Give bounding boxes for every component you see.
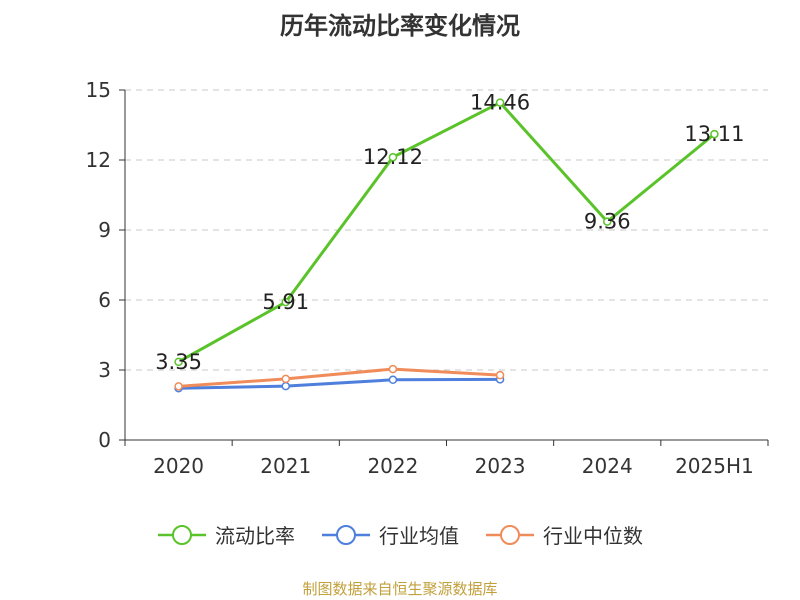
legend-circle xyxy=(500,524,520,545)
data-point xyxy=(281,374,290,384)
legend-circle xyxy=(172,524,192,545)
chart-title: 历年流动比率变化情况 xyxy=(280,12,520,40)
data-label: 3.35 xyxy=(155,350,202,374)
data-point xyxy=(388,364,398,374)
data-point xyxy=(603,217,612,226)
y-tick-label: 15 xyxy=(86,78,111,102)
y-tick-label: 0 xyxy=(98,428,111,452)
data-label: 14.46 xyxy=(470,91,530,115)
data-label: 5.91 xyxy=(262,290,309,314)
legend-item[interactable]: 流动比率 xyxy=(157,520,295,549)
legend-label: 行业均值 xyxy=(379,524,459,548)
data-label: 9.36 xyxy=(584,210,631,234)
data-point xyxy=(281,297,290,307)
data-point xyxy=(174,357,183,367)
legend-label: 流动比率 xyxy=(215,524,295,548)
y-tick-label: 6 xyxy=(98,288,111,312)
y-tick-label: 9 xyxy=(98,218,111,242)
x-tick-label: 2021 xyxy=(260,454,311,478)
data-label: 13.11 xyxy=(684,122,744,146)
data-point xyxy=(495,370,505,380)
axes: 0 3 6 9 12 15 2020 2021 2022 2023 2024 2025H1 xyxy=(86,78,769,478)
data-point xyxy=(495,98,505,107)
source-note: 制图数据来自恒生聚源数据库 xyxy=(302,580,498,598)
legend-marker-icon xyxy=(158,524,206,545)
legend-item[interactable]: 行业中位数 xyxy=(485,520,643,549)
y-tick-label: 12 xyxy=(86,148,111,172)
data-point xyxy=(281,381,290,391)
data-point xyxy=(388,375,398,385)
data-labels: 3.35 5.91 12.12 14.46 9.36 13.11 xyxy=(155,91,744,374)
x-tick-label: 2023 xyxy=(475,454,526,478)
legend-marker-icon xyxy=(486,524,534,545)
series-line xyxy=(178,367,501,388)
x-tick-label: 2024 xyxy=(582,454,633,478)
grid-lines xyxy=(125,89,768,371)
legend-marker-icon xyxy=(322,524,370,545)
legend-label: 行业中位数 xyxy=(543,524,643,548)
line-chart: 0 3 6 9 12 15 2020 2021 2022 2023 2024 2025H1 3.35 5… xyxy=(86,78,769,478)
data-point xyxy=(388,152,398,162)
legend-circle xyxy=(336,524,356,545)
x-tick-label: 2022 xyxy=(367,454,418,478)
legend-item[interactable]: 行业均值 xyxy=(321,520,459,549)
series-line xyxy=(177,101,716,364)
x-tick-label: 2025H1 xyxy=(675,454,754,478)
data-point xyxy=(174,382,183,391)
data-label: 12.12 xyxy=(363,145,423,169)
data-point xyxy=(710,129,719,139)
x-tick-label: 2020 xyxy=(153,454,204,478)
y-tick-label: 3 xyxy=(98,358,111,382)
series-line xyxy=(178,377,501,390)
legend: 流动比率 行业均值 行业中位数 xyxy=(0,520,800,549)
series-lines xyxy=(174,98,719,393)
